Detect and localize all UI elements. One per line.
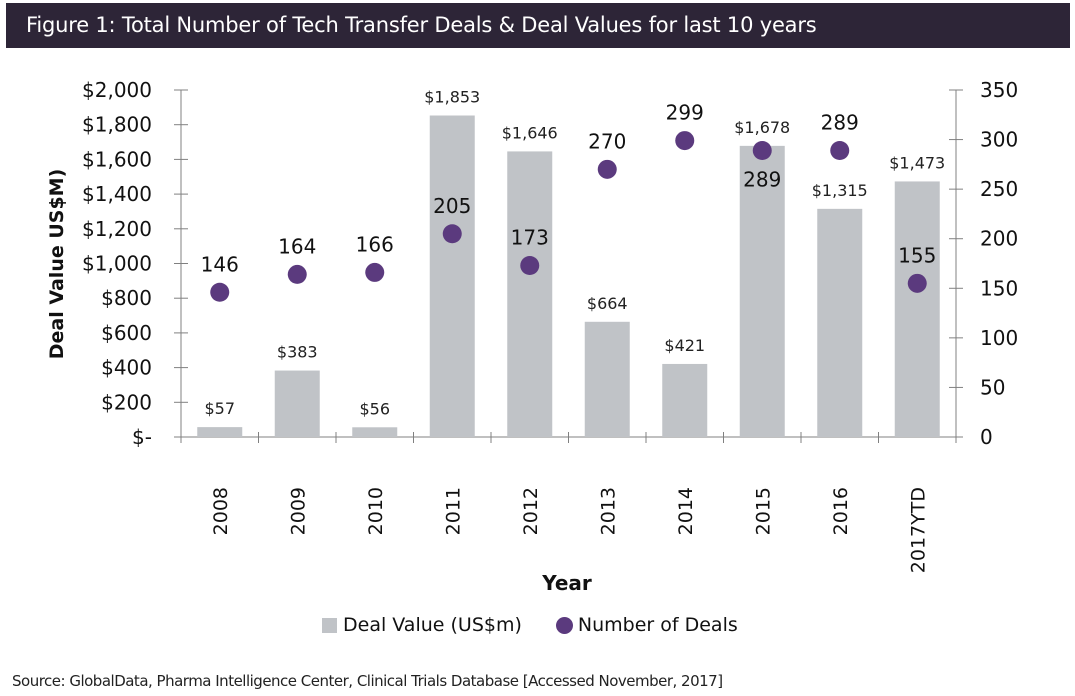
source-note: Source: GlobalData, Pharma Intelligence … (12, 672, 723, 690)
x-tick-label: 2012 (520, 487, 542, 535)
legend-item-deal-value: Deal Value (US$m) (322, 614, 522, 636)
deal-count-dot (287, 264, 307, 284)
x-tick-label: 2016 (830, 487, 852, 535)
bar (507, 151, 553, 437)
legend-item-number-of-deals: Number of Deals (555, 614, 738, 636)
deal-count-dot (365, 262, 385, 282)
axes: $- $200 $400 $600 $800 $1,000 $1,200 $1,400 $1,6… (82, 78, 1018, 573)
y-axis-title: Deal Value US$M) (46, 169, 68, 360)
y-tick-label: $1,000 (82, 252, 152, 276)
legend-label: Number of Deals (577, 614, 738, 636)
x-tick-label: 2015 (752, 487, 774, 535)
deal-count-label: 155 (898, 243, 936, 267)
bar-value-label: $56 (359, 399, 390, 418)
bar-swatch-icon (322, 617, 337, 633)
deal-count-label: 164 (278, 234, 316, 258)
bar (584, 321, 630, 437)
y-tick-label: $200 (101, 390, 152, 414)
bar-value-label: $1,646 (502, 123, 558, 142)
x-tick-label: 2013 (597, 487, 619, 535)
deal-count-dot (675, 131, 695, 151)
y-tick-label: $2,000 (82, 78, 152, 102)
y-tick-label: $400 (101, 356, 152, 380)
bar-value-label: $421 (664, 336, 705, 355)
deal-count-label: 205 (433, 194, 471, 218)
deal-count-dot (752, 140, 772, 160)
bar (662, 363, 708, 437)
bar (274, 370, 320, 437)
y-tick-label: $800 (101, 286, 152, 310)
legend: Deal Value (US$m) Number of Deals (322, 614, 772, 636)
deal-count-dot (830, 140, 850, 160)
bar-value-label: $1,473 (889, 153, 945, 172)
x-tick-label: 2011 (442, 487, 464, 535)
x-tick-label: 2009 (287, 487, 309, 535)
chart-title: Figure 1: Total Number of Tech Transfer … (26, 13, 817, 37)
bar-value-label: $664 (587, 294, 628, 313)
deal-count-dot (520, 255, 540, 275)
y-tick-label: $1,200 (82, 217, 152, 241)
bar-value-label: $1,678 (734, 118, 790, 137)
y-tick-label: $1,400 (82, 182, 152, 206)
deal-count-label: 299 (666, 101, 704, 125)
title-bar: Figure 1: Total Number of Tech Transfer … (6, 3, 1070, 48)
legend-label: Deal Value (US$m) (343, 614, 522, 636)
deal-count-label: 270 (588, 129, 626, 153)
y2-tick-label: 0 (980, 425, 993, 449)
y2-tick-label: 200 (980, 227, 1018, 251)
y2-tick-label: 250 (980, 177, 1018, 201)
deal-count-dot (597, 159, 617, 179)
deal-count-label: 289 (821, 110, 859, 134)
bar (429, 115, 475, 437)
dot-series (210, 131, 927, 302)
y2-tick-label: 150 (980, 276, 1018, 300)
y-tick-label: $1,600 (82, 147, 152, 171)
data-labels: $57 $383 $56 $1,853 $1,646 $664 $421 $1,678 $1,3… (201, 88, 946, 419)
y-tick-label: $1,800 (82, 113, 152, 137)
bar (739, 145, 785, 437)
deal-count-label: 289 (743, 167, 781, 191)
x-tick-label: 2014 (675, 487, 697, 535)
deal-count-label: 166 (356, 232, 394, 256)
bar (894, 181, 940, 437)
y-tick-label: $600 (101, 321, 152, 345)
y2-tick-label: 100 (980, 326, 1018, 350)
deal-count-label: 173 (511, 225, 549, 249)
deal-count-dot (442, 224, 462, 244)
deal-count-dot (210, 282, 230, 302)
y2-tick-label: 300 (980, 128, 1018, 152)
bar (197, 427, 243, 437)
x-tick-label: 2017YTD (907, 487, 929, 573)
bar-value-label: $1,315 (812, 181, 868, 200)
x-tick-label: 2010 (365, 487, 387, 535)
deal-count-dot (907, 273, 927, 293)
y2-tick-label: 50 (980, 375, 1005, 399)
deal-count-label: 146 (201, 252, 239, 276)
y2-tick-label: 350 (980, 78, 1018, 102)
bar (352, 427, 398, 437)
bar-value-label: $57 (204, 399, 235, 418)
bar-value-label: $383 (277, 343, 318, 362)
bar-value-label: $1,853 (424, 88, 480, 107)
x-tick-label: 2008 (210, 487, 232, 535)
x-axis-title: Year (541, 571, 592, 595)
dot-swatch-icon (555, 616, 573, 634)
y-tick-label: $- (132, 425, 152, 449)
bar (817, 208, 863, 437)
bar-series (197, 115, 940, 437)
